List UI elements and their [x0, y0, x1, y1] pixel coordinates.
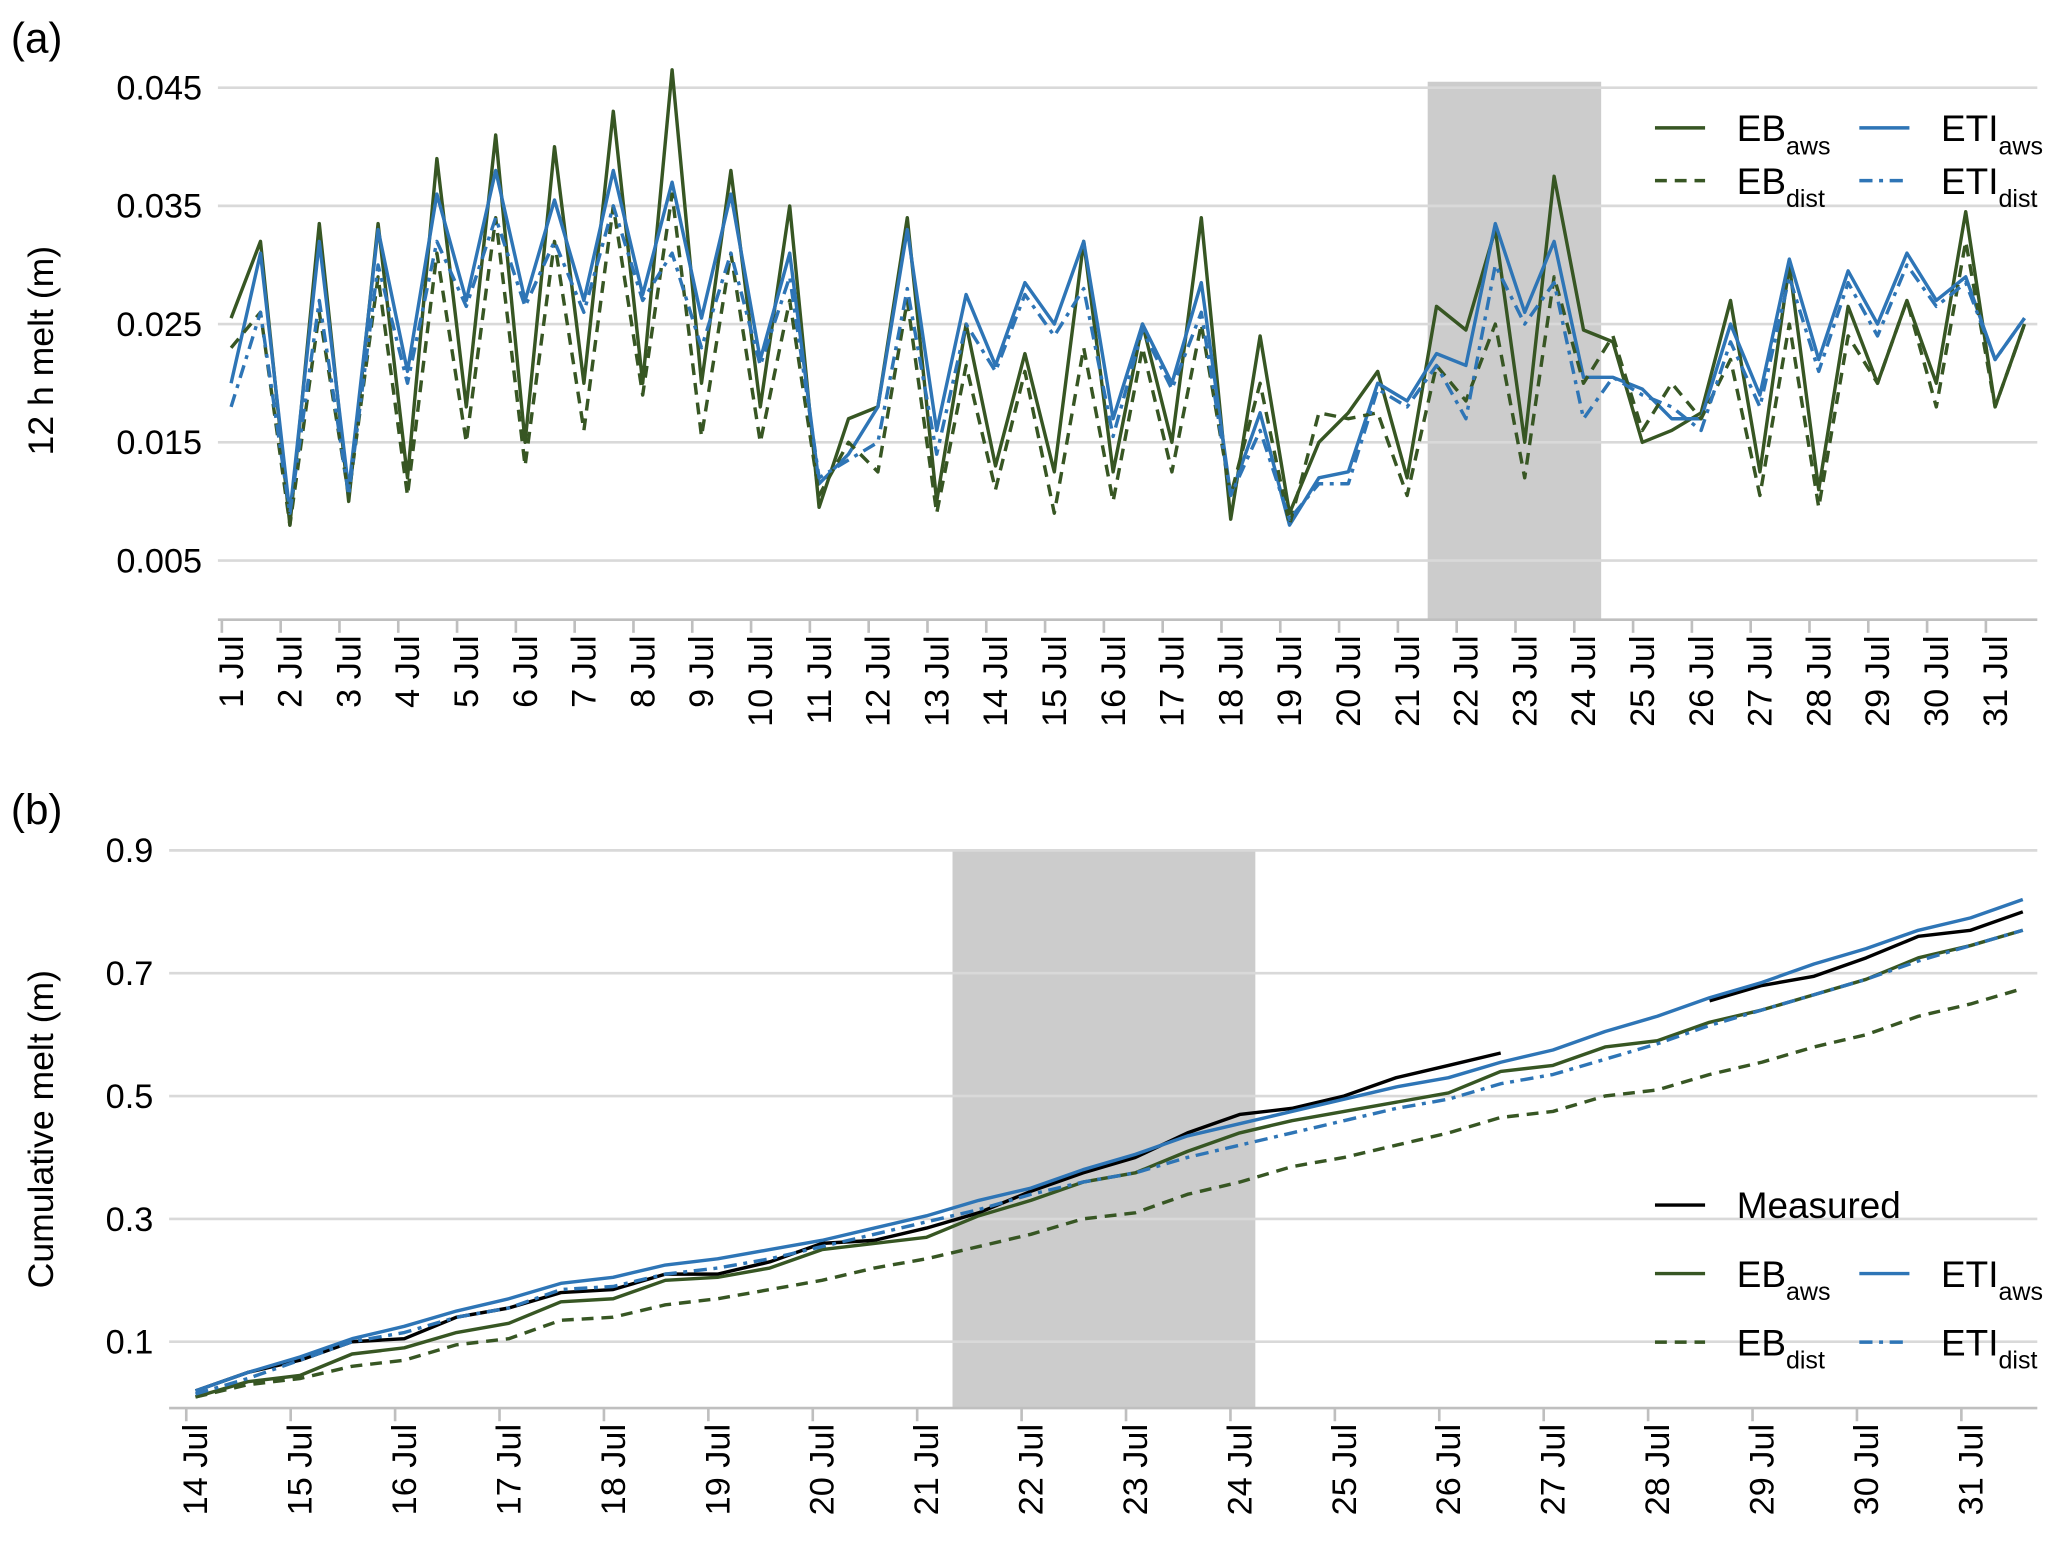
legend-label: EBdist — [1737, 161, 1825, 213]
y-tick-label: 0.3 — [106, 1201, 154, 1239]
legend-name: ETI — [1941, 1254, 1998, 1295]
x-tick-label: 24 Jul — [1565, 635, 1603, 726]
x-tick-label: 26 Jul — [1683, 635, 1721, 726]
legend-subscript: aws — [1998, 1278, 2043, 1306]
legend-name: Measured — [1737, 1185, 1901, 1226]
x-tick-label: 23 Jul — [1117, 1424, 1155, 1515]
x-tick-label: 19 Jul — [699, 1424, 737, 1515]
x-tick-label: 7 Jul — [566, 635, 604, 707]
x-tick-label: 28 Jul — [1800, 635, 1838, 726]
legend-subscript: dist — [1786, 185, 1825, 213]
x-tick-label: 21 Jul — [908, 1424, 946, 1515]
x-tick-label: 22 Jul — [1013, 1424, 1051, 1515]
legend-name: EB — [1737, 108, 1786, 149]
legend-subscript: dist — [1998, 1347, 2037, 1375]
legend-name: EB — [1737, 1322, 1786, 1363]
x-tick-label: 16 Jul — [1095, 635, 1133, 726]
x-tick-label: 29 Jul — [1743, 1424, 1781, 1515]
series-line — [194, 897, 2024, 1393]
y-tick-label: 0.7 — [106, 955, 154, 993]
legend-label: EBaws — [1737, 108, 1831, 160]
legend-label: ETIdist — [1941, 1322, 2037, 1374]
x-tick-label: 31 Jul — [1952, 1424, 1990, 1515]
x-tick-label: 20 Jul — [1330, 635, 1368, 726]
series-line — [229, 68, 2027, 527]
x-tick-label: 19 Jul — [1271, 635, 1309, 726]
x-tick-label: 27 Jul — [1535, 1424, 1573, 1515]
y-tick-label: 0.035 — [116, 188, 202, 226]
x-tick-label: 8 Jul — [624, 635, 662, 707]
x-tick-label: 30 Jul — [1848, 1424, 1886, 1515]
x-tick-label: 29 Jul — [1859, 635, 1897, 726]
highlight-band — [952, 850, 1256, 1409]
y-tick-label: 0.1 — [106, 1324, 154, 1362]
x-tick-label: 30 Jul — [1918, 635, 1956, 726]
x-tick-label: 11 Jul — [801, 635, 839, 724]
series-line — [195, 928, 2024, 1396]
series-line — [229, 192, 2027, 527]
x-tick-label: 26 Jul — [1430, 1424, 1468, 1515]
legend-subscript: aws — [1786, 1278, 1831, 1306]
x-tick-label: 22 Jul — [1448, 635, 1486, 726]
x-tick-label: 6 Jul — [507, 635, 545, 707]
x-tick-label: 18 Jul — [1212, 635, 1250, 726]
y-tick-label: 0.9 — [106, 832, 154, 870]
x-tick-label: 1 Jul — [213, 635, 251, 707]
legend-name: EB — [1737, 161, 1786, 202]
y-tick-label: 0.5 — [106, 1078, 154, 1116]
x-tick-label: 25 Jul — [1326, 1424, 1364, 1515]
legend-label: ETIdist — [1941, 161, 2037, 213]
x-tick-label: 15 Jul — [282, 1424, 320, 1515]
x-tick-label: 13 Jul — [918, 635, 956, 726]
x-tick-label: 12 Jul — [860, 635, 898, 726]
legend-name: EB — [1737, 1254, 1786, 1295]
x-tick-label: 2 Jul — [272, 635, 310, 707]
x-tick-label: 5 Jul — [448, 635, 486, 707]
x-tick-label: 25 Jul — [1624, 635, 1662, 726]
y-tick-label: 0.025 — [116, 306, 202, 344]
x-tick-label: 20 Jul — [804, 1424, 842, 1515]
y-tick-label: 0.005 — [116, 542, 202, 580]
x-tick-label: 17 Jul — [1154, 635, 1192, 726]
highlight-band — [1427, 81, 1602, 620]
legend-subscript: dist — [1998, 185, 2037, 213]
y-axis-title: 12 h melt (m) — [21, 246, 61, 456]
x-tick-label: 21 Jul — [1389, 635, 1427, 726]
legend-label: EBdist — [1737, 1322, 1825, 1374]
x-tick-label: 28 Jul — [1639, 1424, 1677, 1515]
series-line — [195, 986, 2024, 1399]
x-tick-label: 16 Jul — [386, 1424, 424, 1515]
x-tick-label: 14 Jul — [177, 1424, 215, 1515]
legend-name: ETI — [1941, 1322, 1998, 1363]
x-tick-label: 9 Jul — [683, 635, 721, 707]
x-tick-label: 24 Jul — [1221, 1424, 1259, 1515]
legend-label: ETIaws — [1941, 108, 2043, 160]
x-tick-label: 15 Jul — [1036, 635, 1074, 726]
x-tick-label: 4 Jul — [389, 635, 427, 707]
series-line — [229, 168, 2026, 527]
legend-name: ETI — [1941, 161, 1998, 202]
y-tick-label: 0.045 — [116, 70, 202, 108]
y-axis-title: Cumulative melt (m) — [21, 970, 61, 1288]
x-tick-label: 18 Jul — [595, 1424, 633, 1515]
x-tick-label: 14 Jul — [977, 635, 1015, 726]
legend-label: Measured — [1737, 1185, 1901, 1226]
x-tick-label: 17 Jul — [490, 1424, 528, 1515]
y-tick-label: 0.015 — [116, 424, 202, 462]
panel-label: (b) — [11, 786, 63, 833]
x-tick-label: 23 Jul — [1506, 635, 1544, 726]
x-tick-label: 31 Jul — [1977, 635, 2015, 726]
legend-label: ETIaws — [1941, 1254, 2043, 1306]
legend-subscript: aws — [1786, 132, 1831, 160]
legend-name: ETI — [1941, 108, 1998, 149]
x-tick-label: 10 Jul — [742, 635, 780, 726]
x-tick-label: 3 Jul — [330, 635, 368, 707]
legend-subscript: dist — [1786, 1347, 1825, 1375]
legend-subscript: aws — [1998, 132, 2043, 160]
legend-label: EBaws — [1737, 1254, 1831, 1306]
panel-label: (a) — [11, 15, 63, 62]
x-tick-label: 27 Jul — [1742, 635, 1780, 726]
